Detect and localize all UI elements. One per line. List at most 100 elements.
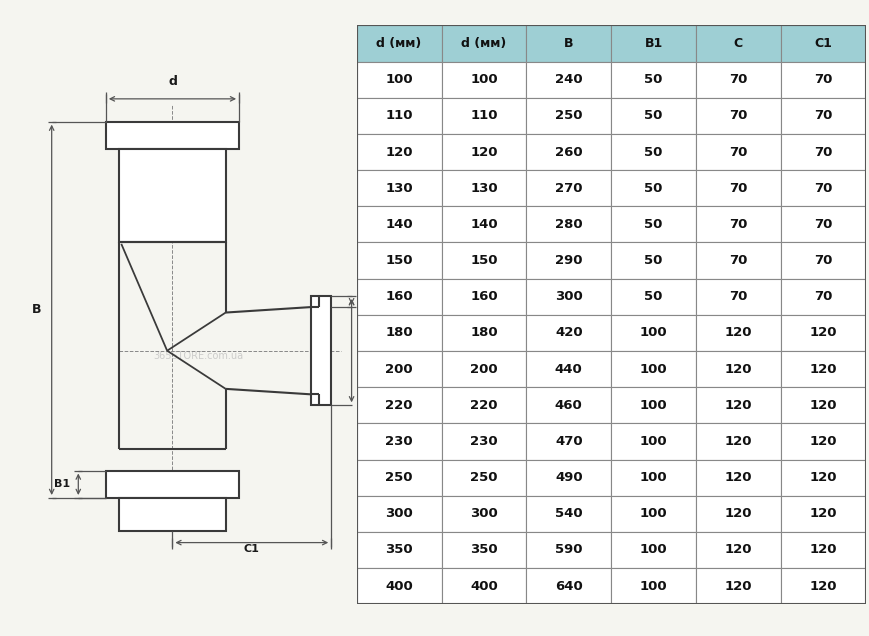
- Text: 120: 120: [808, 579, 836, 593]
- Bar: [779, 242, 865, 279]
- Bar: [356, 242, 441, 279]
- Bar: [356, 170, 441, 206]
- Text: 120: 120: [808, 399, 836, 411]
- Bar: [779, 25, 865, 62]
- Bar: [695, 170, 779, 206]
- Bar: [356, 315, 441, 351]
- Text: 120: 120: [724, 435, 752, 448]
- Bar: [356, 25, 441, 62]
- Text: 50: 50: [644, 73, 662, 86]
- Text: 180: 180: [469, 326, 497, 340]
- Text: 160: 160: [469, 290, 497, 303]
- Bar: [526, 568, 610, 604]
- Bar: [695, 98, 779, 134]
- Text: 70: 70: [813, 182, 832, 195]
- Bar: [526, 62, 610, 98]
- Bar: [441, 242, 526, 279]
- Bar: [441, 206, 526, 242]
- Text: 110: 110: [469, 109, 497, 122]
- Text: 120: 120: [724, 399, 752, 411]
- Bar: [779, 62, 865, 98]
- Bar: [695, 25, 779, 62]
- Bar: [610, 459, 695, 495]
- Bar: [610, 62, 695, 98]
- Text: 50: 50: [644, 146, 662, 158]
- Bar: [526, 424, 610, 459]
- Text: 130: 130: [469, 182, 497, 195]
- Text: d (мм): d (мм): [461, 37, 506, 50]
- Bar: [695, 424, 779, 459]
- Bar: [526, 98, 610, 134]
- Text: 590: 590: [554, 543, 582, 556]
- Text: 220: 220: [469, 399, 497, 411]
- Text: 300: 300: [554, 290, 582, 303]
- Bar: [779, 315, 865, 351]
- Text: 140: 140: [469, 218, 497, 231]
- Text: 100: 100: [639, 399, 667, 411]
- Bar: [779, 459, 865, 495]
- Bar: [356, 568, 441, 604]
- Bar: [610, 170, 695, 206]
- Bar: [441, 98, 526, 134]
- Text: 180: 180: [385, 326, 413, 340]
- Bar: [779, 424, 865, 459]
- Text: 150: 150: [385, 254, 413, 267]
- Text: 100: 100: [639, 543, 667, 556]
- Text: d (мм): d (мм): [376, 37, 421, 50]
- Text: C: C: [733, 37, 742, 50]
- Text: 100: 100: [639, 363, 667, 376]
- Bar: [356, 206, 441, 242]
- Bar: [356, 424, 441, 459]
- Bar: [779, 532, 865, 568]
- Text: 70: 70: [813, 254, 832, 267]
- Bar: [441, 459, 526, 495]
- Bar: [526, 25, 610, 62]
- Bar: [695, 279, 779, 315]
- Bar: [695, 206, 779, 242]
- Text: 120: 120: [724, 508, 752, 520]
- Text: 100: 100: [639, 579, 667, 593]
- Bar: [356, 351, 441, 387]
- Text: 300: 300: [469, 508, 497, 520]
- Bar: [526, 206, 610, 242]
- Text: 100: 100: [639, 508, 667, 520]
- Bar: [526, 279, 610, 315]
- Bar: [610, 206, 695, 242]
- Text: 70: 70: [813, 218, 832, 231]
- Bar: [526, 134, 610, 170]
- Text: 70: 70: [728, 146, 746, 158]
- Bar: [610, 134, 695, 170]
- Text: 470: 470: [554, 435, 582, 448]
- Text: 490: 490: [554, 471, 582, 484]
- Bar: [441, 568, 526, 604]
- Text: C1: C1: [813, 37, 832, 50]
- Text: 120: 120: [808, 508, 836, 520]
- Text: 150: 150: [469, 254, 497, 267]
- Bar: [441, 387, 526, 424]
- Bar: [610, 568, 695, 604]
- Bar: [695, 495, 779, 532]
- Text: 350: 350: [385, 543, 413, 556]
- Bar: [695, 568, 779, 604]
- Text: 120: 120: [469, 146, 497, 158]
- Bar: [356, 134, 441, 170]
- Text: 365STORE.com.ua: 365STORE.com.ua: [153, 351, 242, 361]
- Text: B: B: [563, 37, 573, 50]
- Text: 120: 120: [724, 363, 752, 376]
- Bar: [610, 532, 695, 568]
- Bar: [106, 121, 239, 149]
- Bar: [526, 242, 610, 279]
- Text: 270: 270: [554, 182, 582, 195]
- Bar: [441, 315, 526, 351]
- Text: 70: 70: [728, 290, 746, 303]
- Bar: [779, 170, 865, 206]
- Text: B: B: [32, 303, 42, 316]
- Text: 400: 400: [469, 579, 497, 593]
- Bar: [610, 98, 695, 134]
- Text: 460: 460: [554, 399, 582, 411]
- Bar: [695, 134, 779, 170]
- Bar: [526, 459, 610, 495]
- Bar: [526, 351, 610, 387]
- Bar: [526, 315, 610, 351]
- Text: B1: B1: [54, 480, 70, 489]
